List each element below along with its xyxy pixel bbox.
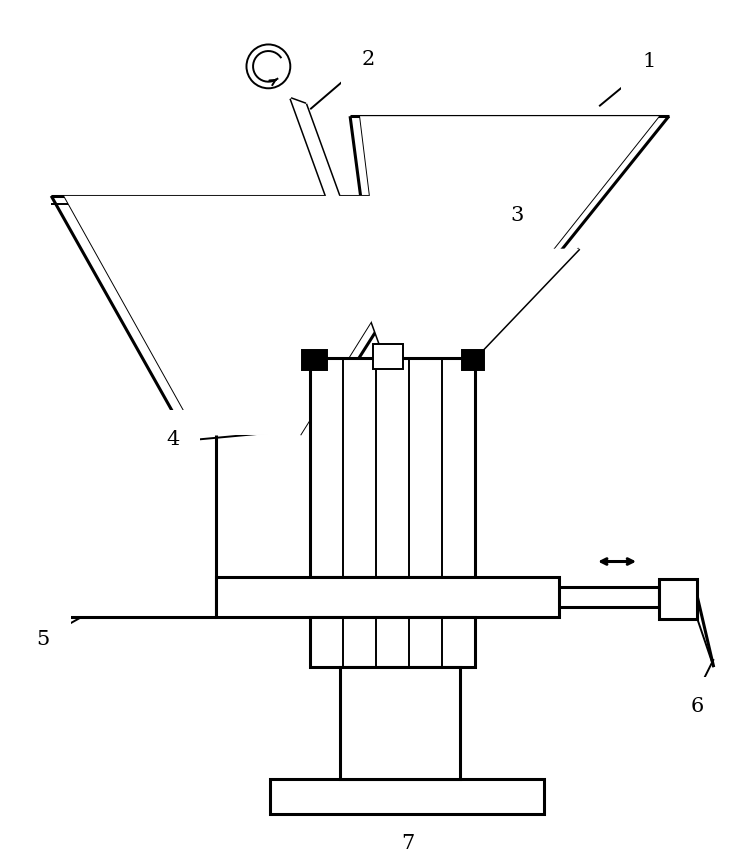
Bar	[340, 667, 460, 778]
Bar	[270, 778, 545, 814]
Bar	[409, 617, 442, 667]
Bar	[310, 617, 475, 667]
Text: 7: 7	[401, 834, 414, 853]
Polygon shape	[370, 249, 580, 358]
Text: 3: 3	[511, 206, 524, 225]
Bar	[442, 358, 475, 577]
Circle shape	[246, 45, 290, 88]
Bar	[216, 577, 559, 617]
Text: 2: 2	[362, 50, 375, 69]
Bar	[659, 579, 697, 620]
Bar	[442, 617, 475, 667]
Bar	[343, 617, 376, 667]
Text: 5: 5	[36, 630, 50, 649]
Text: 4: 4	[166, 431, 179, 450]
Bar	[409, 358, 442, 577]
Text: 1: 1	[642, 52, 655, 71]
Bar	[376, 358, 409, 577]
Bar	[310, 617, 343, 667]
Bar	[343, 358, 376, 577]
Bar	[462, 350, 484, 370]
Bar	[373, 344, 403, 369]
Bar	[376, 617, 409, 667]
Bar	[310, 358, 475, 577]
Polygon shape	[291, 98, 400, 365]
Polygon shape	[360, 117, 659, 358]
Bar	[310, 358, 343, 577]
Bar	[216, 577, 559, 617]
Bar	[302, 350, 327, 370]
Polygon shape	[64, 196, 449, 435]
Text: 6: 6	[690, 697, 703, 716]
